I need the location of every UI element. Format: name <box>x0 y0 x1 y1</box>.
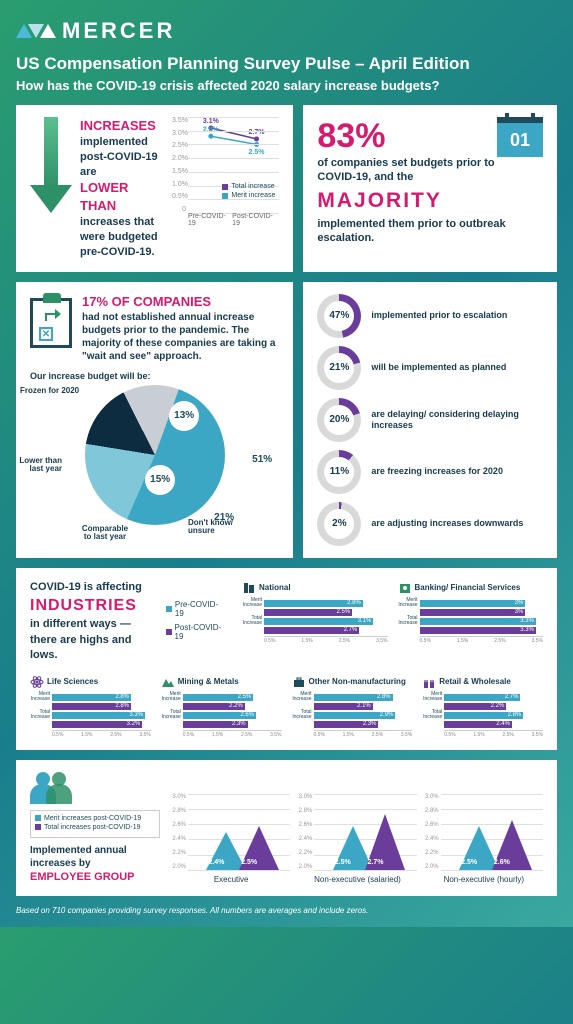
line-chart: 3.5%3.0%2.5%2.0%1.5%1.0%0.5%0 3.1% 2.7% … <box>172 117 279 227</box>
card-increases: INCREASES implemented post-COVID-19 are … <box>16 105 293 272</box>
card-employee-group: Merit increases post-COVID-19 Total incr… <box>16 760 557 896</box>
card-donuts: 47% implemented prior to escalation 21% … <box>303 282 557 558</box>
gift-icon <box>422 675 436 689</box>
page-subtitle: How has the COVID-19 crisis affected 202… <box>16 78 557 93</box>
donut-row: 2% are adjusting increases downwards <box>317 502 543 546</box>
card-industries: COVID-19 is affecting INDUSTRIES in diff… <box>16 568 557 750</box>
clipboard-icon: ✕ <box>30 298 72 348</box>
industry-chart: Life Sciences MeritIncrease2.8% 2.8%Tota… <box>30 674 151 738</box>
logo: MERCER <box>16 18 557 44</box>
mountain-icon <box>161 675 175 689</box>
card-83-percent: 01 83% of companies set budgets prior to… <box>303 105 557 272</box>
calendar-icon: 01 <box>497 117 543 157</box>
majority-heading: MAJORITY <box>317 189 543 213</box>
footnote: Based on 710 companies providing survey … <box>16 906 557 915</box>
industry-chart: Mining & Metals MeritIncrease2.5% 2.2%To… <box>161 674 282 738</box>
arrow-down-icon <box>30 117 72 217</box>
triangle-chart: 3.0%2.8%2.6%2.4%2.2%2.0% 2.5% 2.6% Non-e… <box>425 794 543 884</box>
increases-heading: INCREASES <box>80 118 156 133</box>
card-17-percent: ✕ 17% OF COMPANIES had not established a… <box>16 282 293 558</box>
donut-row: 47% implemented prior to escalation <box>317 294 543 338</box>
donut-row: 21% will be implemented as planned <box>317 346 543 390</box>
svg-text:3.1%: 3.1% <box>203 118 220 125</box>
pie-chart: 51%21%15%13% <box>85 385 225 525</box>
svg-text:2.5%: 2.5% <box>249 149 266 156</box>
industry-chart: Other Non-manufacturing MeritIncrease2.8… <box>292 674 413 738</box>
logo-icon <box>16 24 56 38</box>
brand-text: MERCER <box>62 18 175 44</box>
safe-icon <box>398 581 412 595</box>
donut-row: 20% are delaying/ considering delaying i… <box>317 398 543 442</box>
triangle-chart: 3.0%2.8%2.6%2.4%2.2%2.0% 2.5% 2.7% Non-e… <box>298 794 416 884</box>
page-title: US Compensation Planning Survey Pulse – … <box>16 54 557 74</box>
industry-chart: Banking/ Financial Services MeritIncreas… <box>398 580 544 664</box>
people-icon <box>30 772 160 804</box>
building-icon <box>242 581 256 595</box>
donut-row: 11% are freezing increases for 2020 <box>317 450 543 494</box>
atom-icon <box>30 675 44 689</box>
industry-chart: National MeritIncrease2.8% 2.5%TotalIncr… <box>242 580 388 664</box>
triangle-chart: 3.0%2.8%2.6%2.4%2.2%2.0% 2.4% 2.5% Execu… <box>172 794 290 884</box>
briefcase-icon <box>292 675 306 689</box>
industry-chart: Retail & Wholesale MeritIncrease2.7% 2.2… <box>422 674 543 738</box>
stat-83: 83% <box>317 117 385 155</box>
